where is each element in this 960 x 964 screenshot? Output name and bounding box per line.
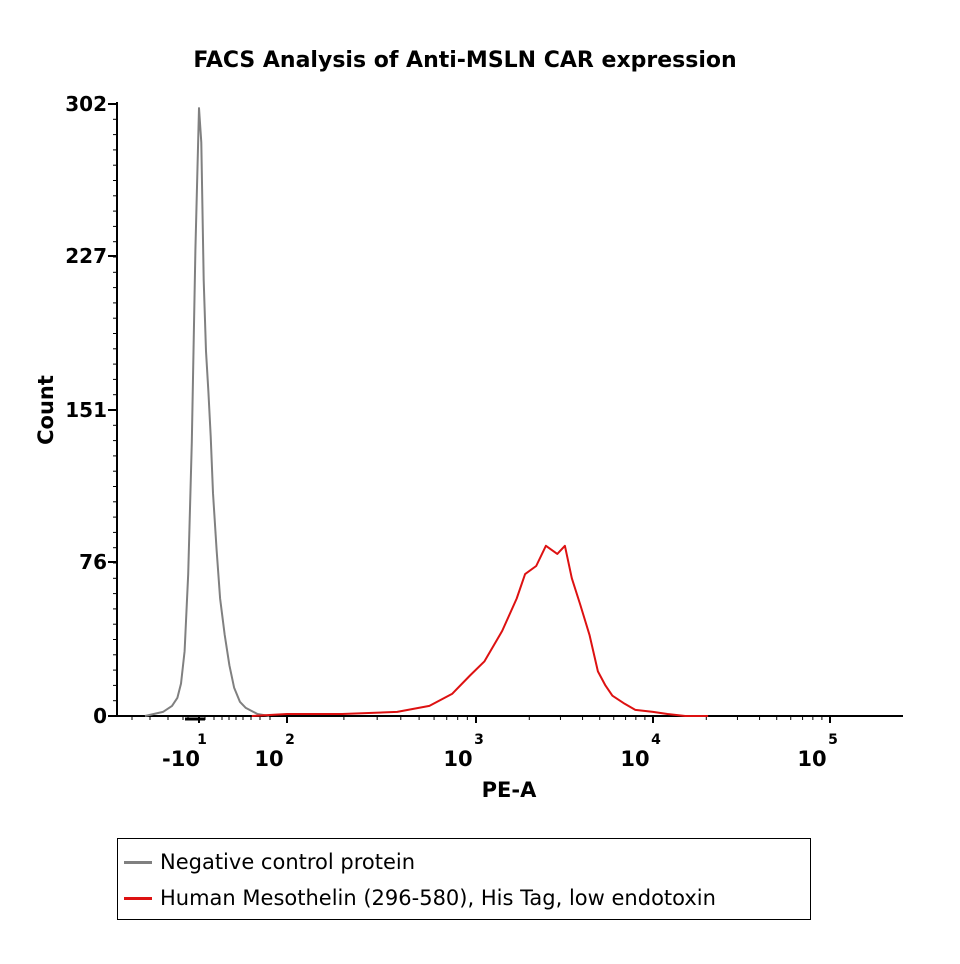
chart-title: FACS Analysis of Anti-MSLN CAR expressio… (193, 48, 736, 73)
x-tick-label-base: 10 (797, 747, 826, 771)
legend-item-negative-control: Negative control protein (124, 847, 415, 877)
y-tick-label: 0 (93, 704, 107, 728)
y-tick-label: 227 (65, 244, 107, 268)
x-tick-label-exponent: 5 (828, 732, 838, 748)
x-tick-label-exponent: 3 (474, 732, 484, 748)
legend: Negative control protein Human Mesotheli… (117, 838, 811, 920)
x-tick-label-base: -10 (162, 747, 200, 771)
y-tick-label: 302 (65, 92, 107, 116)
legend-swatch-red-line (124, 896, 152, 900)
series-line-human-mesothelin (251, 544, 709, 717)
legend-swatch-gray-line (124, 860, 152, 864)
legend-item-human-mesothelin: Human Mesothelin (296-580), His Tag, low… (124, 883, 716, 913)
y-tick-label: 151 (65, 398, 107, 422)
series-line-negative-control (144, 107, 270, 717)
y-axis-label: Count (34, 375, 58, 445)
x-tick-label-base: 10 (254, 747, 283, 771)
x-tick-label-base: 10 (443, 747, 472, 771)
legend-label: Negative control protein (160, 850, 416, 874)
plot-area (144, 107, 709, 717)
x-tick-label-base: 10 (620, 747, 649, 771)
x-tick-label-exponent: 2 (285, 732, 295, 748)
x-axis-label: PE-A (482, 778, 537, 802)
legend-label: Human Mesothelin (296-580), His Tag, low… (160, 886, 716, 910)
x-tick-label-exponent: 1 (197, 732, 207, 748)
y-tick-label: 76 (79, 550, 107, 574)
x-tick-label-exponent: 4 (651, 732, 661, 748)
